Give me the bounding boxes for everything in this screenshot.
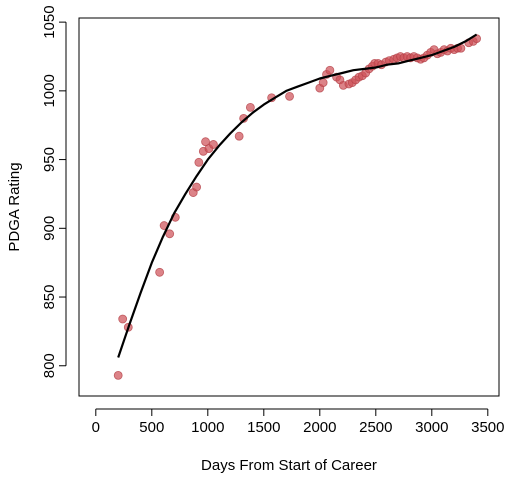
y-axis-title: PDGA Rating [6, 162, 23, 251]
data-point [118, 314, 128, 324]
smooth-trend-line [117, 33, 478, 358]
data-point [192, 182, 202, 192]
x-tick-label: 0 [92, 419, 100, 436]
y-tick-label: 800 [41, 353, 58, 378]
data-point [201, 137, 210, 147]
data-point [318, 78, 328, 88]
x-tick-label: 1000 [191, 419, 224, 436]
y-tick-label: 850 [41, 285, 58, 310]
y-axis: 800 850 900 950 1000 1050 [41, 5, 67, 378]
y-tick-label: 900 [41, 216, 58, 241]
x-axis: 0 500 1000 1500 2000 2500 3000 3500 [92, 408, 504, 436]
data-point [194, 157, 204, 167]
y-tick-label: 1000 [41, 74, 58, 107]
data-point [165, 229, 175, 239]
x-tick-label: 3500 [471, 419, 504, 436]
data-point [285, 91, 294, 101]
y-tick-label: 1050 [41, 5, 58, 38]
data-point [113, 370, 123, 380]
x-tick-label: 2500 [359, 419, 392, 436]
x-tick-label: 2000 [303, 419, 336, 436]
data-point [325, 65, 335, 75]
smooth-curve-layer [117, 33, 478, 358]
data-point [155, 267, 165, 277]
data-point [245, 102, 255, 112]
x-tick-label: 500 [139, 419, 164, 436]
y-tick-label: 950 [41, 147, 58, 172]
x-axis-title: Days From Start of Career [201, 457, 377, 474]
x-tick-label: 3000 [415, 419, 448, 436]
data-point [234, 131, 244, 141]
data-point [208, 140, 218, 149]
x-tick-label: 1500 [247, 419, 280, 436]
plot-box [78, 17, 500, 397]
